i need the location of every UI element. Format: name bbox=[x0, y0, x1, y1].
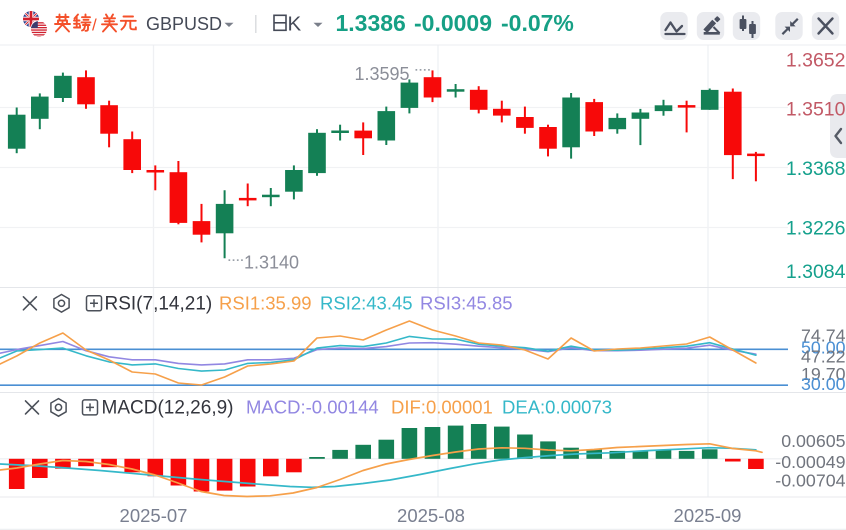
svg-text:1.3226: 1.3226 bbox=[786, 218, 846, 240]
svg-text:1.3510: 1.3510 bbox=[786, 98, 846, 120]
svg-text:RSI2:43.45: RSI2:43.45 bbox=[320, 293, 413, 314]
svg-text:1.3368: 1.3368 bbox=[786, 158, 846, 180]
svg-text:MACD:-0.00144: MACD:-0.00144 bbox=[246, 397, 379, 418]
svg-text:0.00605: 0.00605 bbox=[781, 431, 845, 451]
svg-text:-0.00049: -0.00049 bbox=[775, 452, 845, 472]
svg-text:2025-07: 2025-07 bbox=[120, 505, 188, 526]
svg-text:30.00: 30.00 bbox=[801, 374, 846, 394]
svg-text:1.3595: 1.3595 bbox=[355, 64, 410, 84]
svg-text:47.22: 47.22 bbox=[801, 347, 846, 367]
svg-text:19.70: 19.70 bbox=[801, 364, 846, 384]
svg-text:-0.0009: -0.0009 bbox=[414, 10, 492, 36]
svg-text:DIF:0.00001: DIF:0.00001 bbox=[391, 397, 493, 418]
svg-text:GBPUSD: GBPUSD bbox=[146, 14, 222, 34]
svg-text:-0.00704: -0.00704 bbox=[775, 470, 845, 490]
svg-text:2025-08: 2025-08 bbox=[397, 505, 465, 526]
svg-text:50.00: 50.00 bbox=[801, 338, 846, 358]
svg-text:DEA:0.00073: DEA:0.00073 bbox=[502, 397, 612, 418]
svg-text:/: / bbox=[92, 16, 97, 35]
svg-text:74.74: 74.74 bbox=[801, 326, 846, 346]
svg-text:2025-09: 2025-09 bbox=[674, 505, 742, 526]
svg-text:RSI(7,14,21): RSI(7,14,21) bbox=[105, 294, 213, 315]
svg-text:K: K bbox=[288, 13, 302, 36]
svg-text:1.3386: 1.3386 bbox=[336, 10, 406, 36]
svg-text:RSI3:45.85: RSI3:45.85 bbox=[420, 293, 513, 314]
svg-text:1.3140: 1.3140 bbox=[244, 253, 299, 273]
svg-text:1.3084: 1.3084 bbox=[786, 261, 846, 283]
svg-text:RSI1:35.99: RSI1:35.99 bbox=[219, 293, 312, 314]
svg-text:1.3652: 1.3652 bbox=[786, 50, 846, 72]
svg-text:-0.07%: -0.07% bbox=[501, 10, 574, 36]
svg-text:MACD(12,26,9): MACD(12,26,9) bbox=[102, 398, 234, 419]
